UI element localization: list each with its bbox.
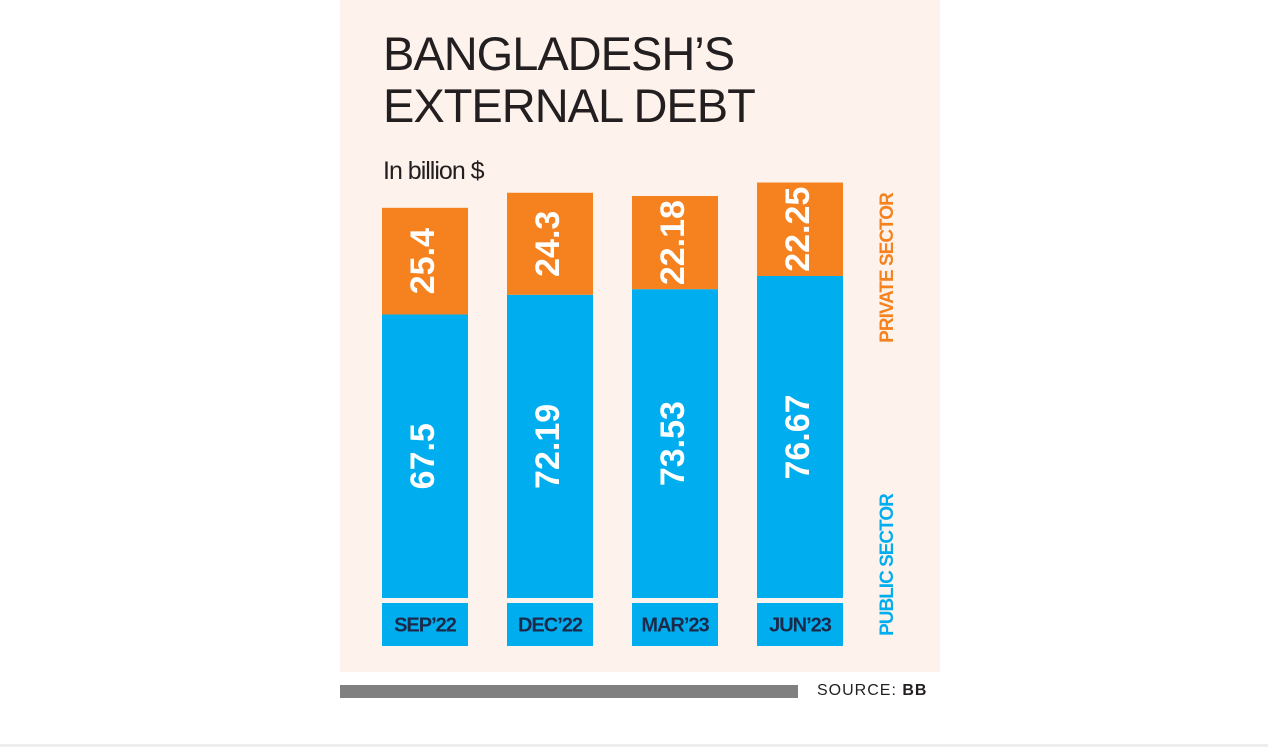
value-label: 76.67 (779, 394, 817, 479)
bar-segment (757, 275, 843, 598)
x-tick-label: MAR’23 (641, 614, 709, 636)
bar-segment (382, 207, 468, 315)
bar-segment (507, 192, 593, 295)
bar-segment (632, 196, 718, 290)
legend-label: PUBLIC SECTOR (877, 493, 898, 636)
chart-subtitle: In billion $ (383, 157, 485, 185)
bar-segment (757, 182, 843, 276)
category-box (757, 603, 843, 646)
value-label: 25.4 (404, 228, 442, 294)
bar-segment (632, 289, 718, 598)
x-tick-label: JUN’23 (769, 614, 832, 636)
value-label: 72.19 (529, 404, 567, 489)
value-label: 24.3 (529, 211, 567, 277)
category-box (382, 603, 468, 646)
source: SOURCE: BB (817, 682, 927, 700)
category-box (632, 603, 718, 646)
value-label: 73.53 (654, 401, 692, 486)
chart-title: BANGLADESH’S EXTERNAL DEBT (383, 27, 756, 132)
value-label: 22.25 (779, 187, 817, 272)
source-name: BB (902, 682, 928, 699)
footer-line (0, 744, 1268, 747)
legend-label: PRIVATE SECTOR (877, 192, 898, 343)
x-tick-label: DEC’22 (518, 614, 583, 636)
source-rule (340, 685, 798, 698)
value-label: 22.18 (654, 200, 692, 285)
source-label: SOURCE: (817, 682, 897, 699)
x-tick-label: SEP’22 (394, 614, 457, 636)
bar-segment (382, 314, 468, 598)
category-box (507, 603, 593, 646)
value-label: 67.5 (404, 423, 442, 489)
bar-segment (507, 294, 593, 598)
